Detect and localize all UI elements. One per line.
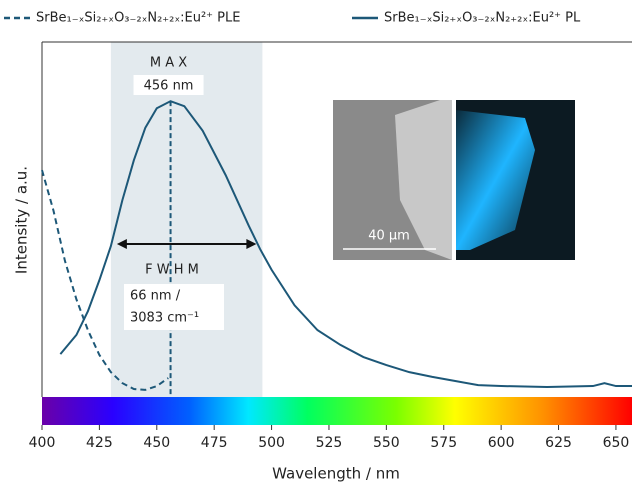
x-tick-label: 425 (86, 435, 113, 451)
x-tick-label: 500 (258, 435, 285, 451)
x-tick-label: 450 (143, 435, 170, 451)
series-line (41, 169, 169, 391)
x-tick-label: 625 (545, 435, 572, 451)
arrow-head (116, 239, 127, 249)
crystal (395, 100, 452, 260)
spectrum-bar (42, 397, 632, 425)
legend-label: SrBe₁₋ₓSi₂₊ₓO₃₋₂ₓN₂₊₂ₓ:Eu²⁺ PL (384, 11, 581, 26)
x-tick-label: 600 (488, 435, 515, 451)
label-box (133, 75, 204, 95)
scale-bar-label: 40 µm (368, 229, 410, 244)
max-value-label: 456 nm (144, 79, 194, 94)
crystal-glow (456, 110, 535, 250)
x-tick-label: 575 (430, 435, 457, 451)
y-axis-title: Intensity / a.u. (13, 166, 31, 274)
x-tick-label: 400 (29, 435, 56, 451)
fwhm-value-label: 66 nm / (130, 289, 181, 304)
x-tick-label: 550 (373, 435, 400, 451)
legend: SrBe₁₋ₓSi₂₊ₓO₃₋₂ₓN₂₊₂ₓ:Eu²⁺ PLE SrBe₁₋ₓSi… (4, 11, 581, 26)
arrow-head (246, 239, 257, 249)
x-tick-label: 475 (201, 435, 228, 451)
fwhm-value-label: 3083 cm⁻¹ (130, 311, 199, 326)
label-box (124, 284, 224, 330)
plot-area: 400 425 450 475 500 525 550 575 600 625 650 M A X 45… (29, 41, 632, 451)
x-axis-title: Wavelength / nm (272, 465, 400, 483)
legend-label: SrBe₁₋ₓSi₂₊ₓO₃₋₂ₓN₂₊₂ₓ:Eu²⁺ PLE (36, 11, 240, 26)
max-label: M A X (150, 56, 187, 71)
series-line (59, 100, 632, 388)
x-tick-label: 525 (316, 435, 343, 451)
fwhm-label: F W H M (145, 263, 199, 278)
fwhm-band (110, 42, 263, 397)
x-tick-label: 650 (603, 435, 630, 451)
micrographs: 40 µm (333, 100, 575, 260)
